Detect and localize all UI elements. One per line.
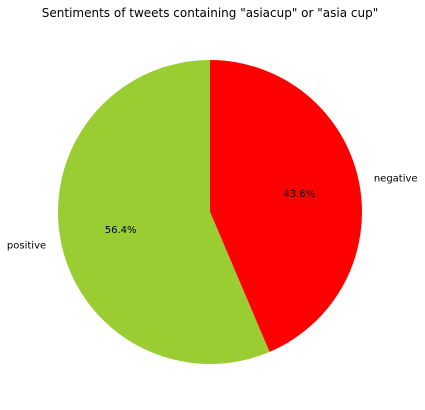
slice-percent-negative: 43.6% (283, 189, 315, 200)
slice-percent-positive: 56.4% (105, 225, 137, 236)
slice-label-negative: negative (374, 174, 418, 185)
slice-label-positive: positive (7, 240, 46, 251)
pie-slices (58, 60, 363, 364)
chart-title: Sentiments of tweets containing "asiacup… (42, 6, 378, 20)
pie-slice-negative (210, 60, 363, 352)
pie-labels: negative 43.6% positive 56.4% (7, 174, 418, 252)
pie-slice-positive (58, 60, 270, 364)
